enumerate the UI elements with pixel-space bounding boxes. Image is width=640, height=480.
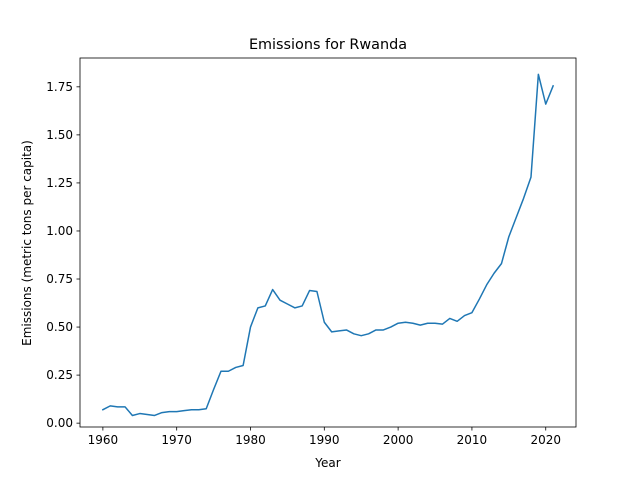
y-tick-label: 1.00 [46, 224, 73, 238]
plot-frame [79, 57, 577, 428]
x-tick-label: 1960 [88, 433, 119, 447]
x-tick-label: 2020 [530, 433, 561, 447]
y-tick-label: 0.75 [46, 272, 73, 286]
y-tick-label: 0.50 [46, 320, 73, 334]
y-axis-label: Emissions (metric tons per capita) [20, 140, 34, 346]
x-axis-label: Year [314, 456, 340, 470]
x-tick-label: 1990 [309, 433, 340, 447]
x-tick-label: 2000 [383, 433, 414, 447]
x-tick-label: 1970 [161, 433, 192, 447]
x-tick-label: 2010 [457, 433, 488, 447]
y-tick-label: 1.25 [46, 176, 73, 190]
chart-title: Emissions for Rwanda [249, 37, 407, 53]
y-tick-label: 1.50 [46, 128, 73, 142]
emissions-series-line [101, 73, 555, 417]
y-tick-label: 1.75 [46, 80, 73, 94]
plot-area: 1960 1970 1980 1990 2000 2010 2020 0.00 0.25 0.50… [46, 57, 577, 447]
y-tick-label: 0.25 [46, 368, 73, 382]
x-tick-label: 1980 [235, 433, 266, 447]
y-tick-label: 0.00 [46, 416, 73, 430]
